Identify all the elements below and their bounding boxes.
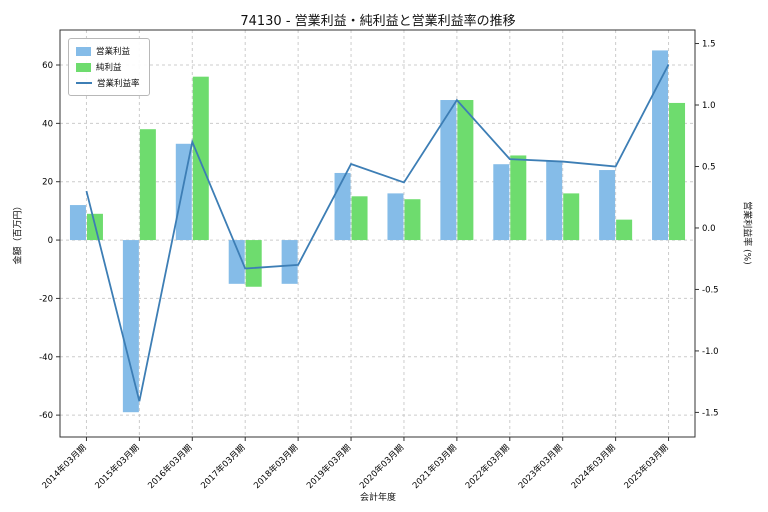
left-tick-label: -20 (39, 294, 53, 304)
bar-operating-profit (546, 161, 563, 241)
x-tick-label: 2014年03月期 (40, 442, 89, 491)
bar-net-profit (669, 102, 686, 241)
legend-item-net-profit: 純利益 (76, 61, 140, 73)
bar-operating-profit (334, 172, 351, 241)
left-tick-label: 20 (42, 178, 53, 188)
bar-operating-profit (122, 240, 139, 413)
x-tick-label: 2020年03月期 (357, 442, 406, 491)
x-tick-label: 2017年03月期 (199, 442, 248, 491)
x-tick-label: 2018年03月期 (251, 442, 300, 491)
right-tick-label: -1.5 (702, 408, 719, 418)
x-tick-label: 2025年03月期 (622, 442, 671, 491)
left-tick-label: -60 (39, 411, 53, 421)
x-axis-label: 会計年度 (359, 493, 397, 503)
left-tick-label: 60 (42, 61, 53, 71)
bar-operating-profit (652, 50, 669, 241)
bar-net-profit (192, 76, 209, 241)
bar-net-profit (245, 240, 262, 287)
bar-net-profit (563, 193, 580, 241)
x-tick-label: 2021年03月期 (410, 442, 459, 491)
bar-operating-profit (440, 100, 457, 241)
plot-frame (59, 29, 696, 438)
chart-title: 74130 - 営業利益・純利益と営業利益率の推移 (240, 14, 516, 29)
right-tick-label: 0.5 (702, 162, 716, 172)
line-operating-margin (85, 64, 670, 402)
bar-net-profit (139, 129, 156, 241)
bar-net-profit (351, 196, 368, 241)
net-profit-swatch-icon (76, 62, 91, 72)
right-tick-label: 1.0 (702, 101, 716, 111)
operating-profit-swatch-icon (76, 46, 91, 56)
bar-operating-profit (281, 240, 298, 284)
x-tick-label: 2019年03月期 (304, 442, 353, 491)
right-tick-label: -0.5 (702, 285, 719, 295)
y-axis-label-left: 金額（百万円） (13, 201, 24, 265)
y-axis-label-right: 営業利益率 (%) (741, 201, 752, 265)
bar-operating-profit (493, 164, 510, 241)
left-tick-label: 0 (48, 236, 53, 246)
left-tick-label: 40 (42, 119, 53, 129)
bar-operating-profit (387, 193, 404, 241)
right-tick-label: 0.0 (702, 224, 716, 234)
x-tick-label: 2023年03月期 (516, 442, 565, 491)
bar-net-profit (510, 155, 527, 241)
x-tick-label: 2015年03月期 (93, 442, 142, 491)
right-tick-label: 1.5 (702, 40, 716, 50)
right-tick-label: -1.0 (702, 347, 719, 357)
legend-item-operating-margin: 営業利益率 (76, 77, 140, 89)
legend-item-operating-profit: 営業利益 (76, 45, 140, 57)
legend-label-net-profit: 純利益 (96, 63, 122, 73)
bar-net-profit (457, 100, 474, 241)
bar-net-profit (404, 199, 421, 241)
bar-operating-profit (599, 170, 616, 241)
x-tick-label: 2024年03月期 (569, 442, 618, 491)
bar-net-profit (616, 219, 633, 241)
bar-operating-profit (228, 240, 245, 284)
legend-label-operating-profit: 営業利益 (96, 47, 131, 57)
x-tick-label: 2022年03月期 (463, 442, 512, 491)
operating-margin-line-icon (76, 82, 92, 84)
legend-label-operating-margin: 営業利益率 (97, 79, 140, 89)
legend: 営業利益 純利益 営業利益率 (68, 38, 150, 96)
bar-operating-profit (69, 205, 86, 241)
left-tick-label: -40 (39, 353, 53, 363)
x-tick-label: 2016年03月期 (146, 442, 195, 491)
